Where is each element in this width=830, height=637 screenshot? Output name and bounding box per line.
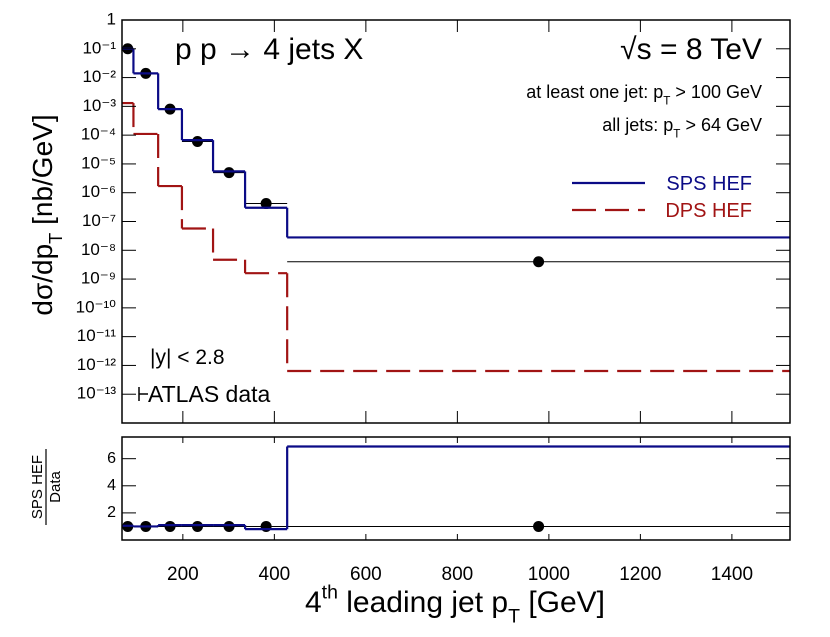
- plot-area: [122, 43, 790, 373]
- annotation: all jets: pT > 64 GeV: [602, 115, 762, 140]
- text-part: T: [46, 233, 66, 244]
- x-tick-label: 600: [350, 564, 382, 585]
- text-part: 4: [305, 586, 322, 619]
- x-tick-label: 1400: [711, 564, 753, 585]
- data-point: [191, 136, 203, 148]
- frame: [121, 19, 791, 424]
- text-part: > 64 GeV: [680, 115, 762, 135]
- x-axis-label: 4th leading jet pT [GeV]: [305, 582, 605, 628]
- y-tick-label: 2: [107, 504, 116, 521]
- x-tick-label: 800: [442, 564, 474, 585]
- text-part: th: [322, 582, 338, 604]
- y-tick-label: 10⁻⁷: [82, 211, 116, 230]
- y-axis-label: dσ/dpT [nb/GeV]: [27, 114, 66, 315]
- y-tick-label: 6: [107, 450, 116, 467]
- data-point: [223, 167, 235, 179]
- text-part: at least one jet: p: [526, 82, 663, 102]
- y-tick-label: 10⁻¹⁰: [76, 297, 117, 316]
- text-part: [nb/GeV]: [27, 114, 58, 232]
- y-tick-label: 1: [107, 9, 116, 28]
- y-tick-label: 10⁻¹³: [77, 384, 117, 403]
- x-tick-label: 1200: [619, 564, 661, 585]
- legend-label: ATLAS data: [148, 381, 271, 407]
- y-tick-label: 10⁻⁹: [81, 269, 116, 288]
- selection-label: |y| < 2.8: [150, 346, 225, 369]
- y-tick-label: 10⁻⁵: [81, 153, 116, 172]
- text-part: dσ/dp: [27, 244, 58, 316]
- frame: [121, 436, 791, 541]
- text-part: [GeV]: [520, 586, 605, 619]
- y-tick-label: 10⁻⁴: [81, 125, 116, 144]
- data-point: [533, 256, 545, 268]
- y-tick-label: 4: [107, 477, 116, 494]
- energy-label: √s = 8 TeV: [620, 33, 762, 66]
- text-part: > 100 GeV: [670, 82, 762, 102]
- y-tick-label: 10⁻¹²: [77, 355, 117, 374]
- y-tick-label: 10⁻¹: [82, 38, 116, 57]
- annotation: at least one jet: pT > 100 GeV: [526, 82, 762, 107]
- data-point: [260, 520, 272, 532]
- y-tick-label: 10⁻³: [82, 96, 116, 115]
- legend-label: SPS HEF: [666, 173, 752, 195]
- text-part: T: [508, 606, 520, 628]
- x-tick-label: 200: [167, 564, 199, 585]
- x-tick-label: 400: [259, 564, 291, 585]
- data-point: [533, 520, 545, 532]
- chart-title: p p → 4 jets X: [175, 33, 363, 66]
- text-part: all jets: p: [602, 115, 673, 135]
- text-part: T: [673, 127, 680, 140]
- data-point: [260, 198, 272, 210]
- ratio-y-label: SPS HEF Data: [29, 449, 64, 525]
- data-point: [191, 520, 203, 532]
- ratio-y-numerator: SPS HEF: [29, 455, 46, 519]
- legend-label: DPS HEF: [665, 200, 752, 222]
- data-point: [223, 520, 235, 532]
- text-part: leading jet p: [338, 586, 508, 619]
- y-tick-label: 10⁻¹¹: [77, 326, 117, 345]
- y-tick-label: 10⁻²: [82, 67, 116, 86]
- ratio-y-denominator: Data: [47, 471, 64, 503]
- y-tick-label: 10⁻⁶: [81, 182, 116, 201]
- data-point: [164, 520, 176, 532]
- text-part: T: [663, 94, 670, 107]
- y-tick-label: 10⁻⁸: [81, 240, 116, 259]
- x-tick-label: 1000: [528, 564, 570, 585]
- plot-area: [122, 445, 790, 532]
